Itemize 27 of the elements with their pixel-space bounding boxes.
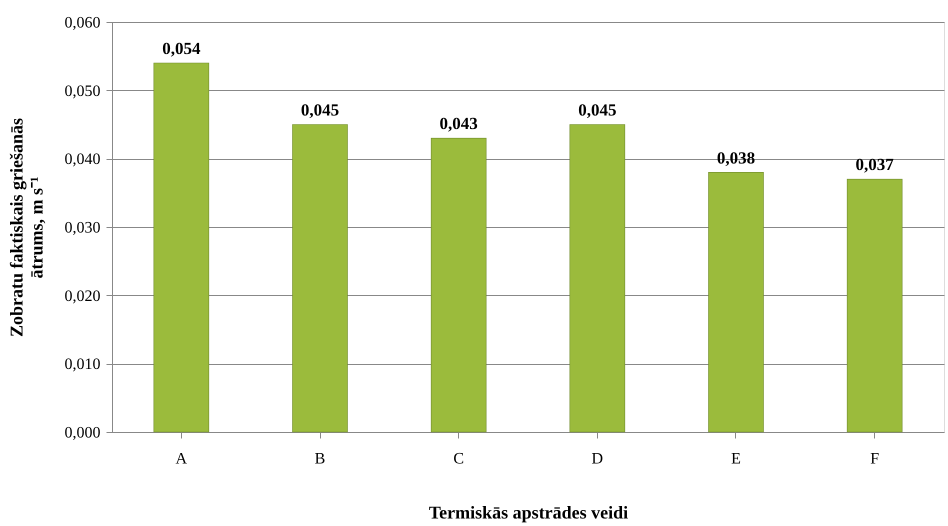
y-axis-title: Zobratu faktiskais griešanās ātrums, m s⁻¹ <box>6 118 46 338</box>
bar <box>708 172 764 432</box>
y-tick-label: 0,050 <box>64 82 100 100</box>
data-label: 0,038 <box>716 148 756 168</box>
x-tick-label: D <box>592 450 604 468</box>
data-label: 0,045 <box>578 100 616 120</box>
bar <box>430 138 486 432</box>
data-label: 0,037 <box>856 155 894 174</box>
data-label: 0,045 <box>300 100 340 120</box>
bar <box>154 62 210 432</box>
y-tick-label: 0,060 <box>64 14 100 32</box>
data-label: 0,054 <box>162 39 201 58</box>
x-tick-label: A <box>176 450 188 468</box>
x-tick-label: C <box>453 450 464 468</box>
x-tick-label: B <box>314 450 326 468</box>
y-tick-label: 0,000 <box>64 424 100 442</box>
y-tick-label: 0,040 <box>64 151 100 168</box>
bar <box>292 124 348 432</box>
y-tick-label: 0,020 <box>64 288 100 305</box>
data-label: 0,043 <box>440 114 478 134</box>
x-axis-title: Termiskās apstrādes veidi <box>428 502 628 522</box>
bar <box>570 124 626 432</box>
x-tick-label: E <box>731 450 741 468</box>
y-tick-label: 0,030 <box>64 220 100 236</box>
x-tick-label: F <box>870 450 880 468</box>
y-tick-label: 0,010 <box>64 356 100 374</box>
bar <box>846 178 902 432</box>
